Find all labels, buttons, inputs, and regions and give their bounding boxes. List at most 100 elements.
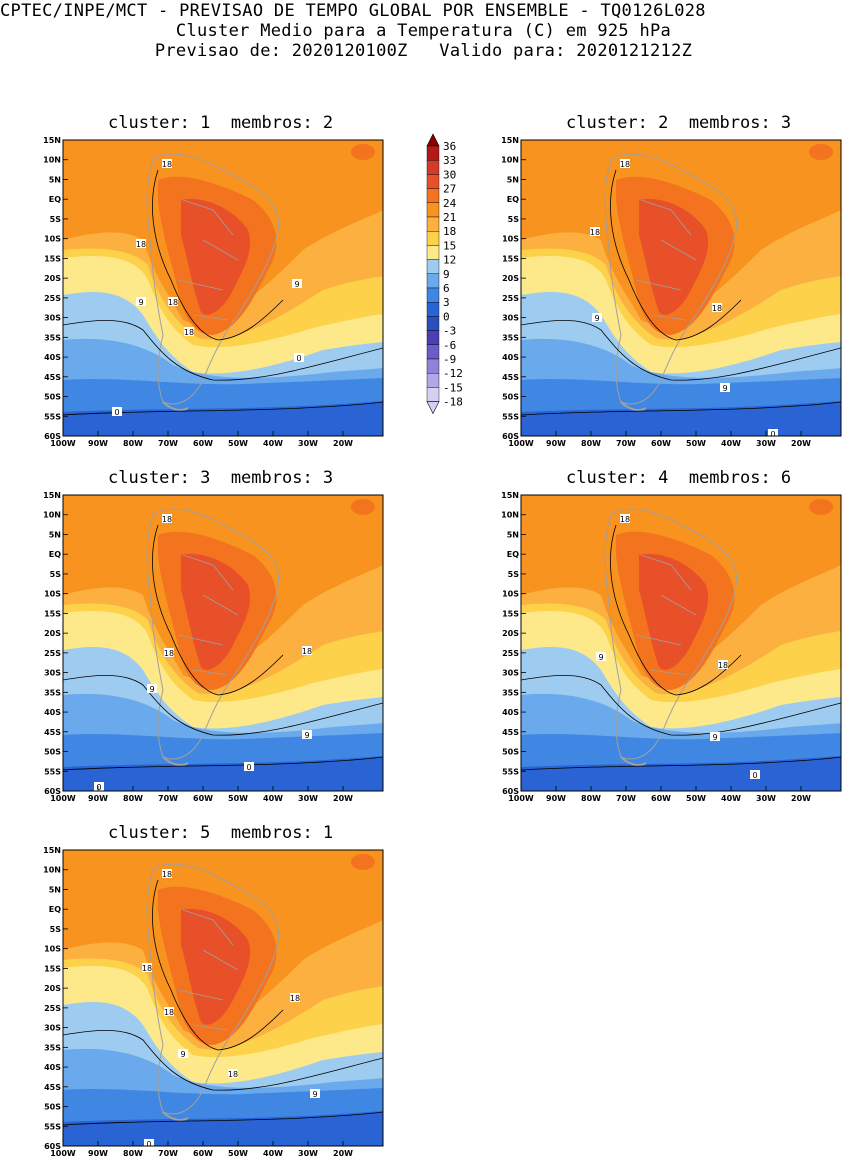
- coastline: [604, 508, 737, 760]
- lat-label: 15S: [44, 254, 61, 263]
- contour-label: 18: [228, 1069, 238, 1079]
- lat-label: 5N: [49, 530, 61, 539]
- lon-label: 60W: [193, 794, 213, 803]
- temperature-band: [181, 553, 251, 670]
- colorbar-label: -12: [443, 367, 463, 380]
- contour-label: 18: [302, 646, 312, 656]
- contour-label: 18: [290, 993, 300, 1003]
- lat-label: 50S: [44, 393, 61, 402]
- lat-label: 40S: [502, 708, 519, 717]
- lon-label: 50W: [228, 439, 248, 448]
- lat-label: 20S: [44, 984, 61, 993]
- colorbar-label: 3: [443, 296, 450, 309]
- map-panel-2: 18 18 18 9 9 0 15N 10N 5N EQ 5S 10S 15S 20S 25S 30S 35S 4…: [501, 136, 842, 448]
- lat-label: 30S: [44, 314, 61, 323]
- svg-text:0: 0: [114, 408, 119, 417]
- svg-text:18: 18: [718, 661, 728, 670]
- lat-label: 25S: [44, 1004, 61, 1013]
- svg-text:18: 18: [164, 649, 174, 658]
- map-frame: [62, 494, 384, 792]
- colorbar-label: 18: [443, 225, 456, 238]
- lat-label: 10S: [44, 945, 61, 954]
- colorbar-segment: [426, 358, 440, 374]
- lat-label: 60S: [502, 787, 519, 796]
- lat-label: 40S: [44, 1063, 61, 1072]
- lon-label: 40W: [263, 1149, 283, 1157]
- svg-text:0: 0: [770, 430, 775, 439]
- svg-text:9: 9: [312, 1090, 317, 1099]
- lat-label: 25S: [44, 294, 61, 303]
- lon-label: 60W: [193, 439, 213, 448]
- lat-label: 5S: [508, 570, 520, 579]
- panel-5-title: cluster: 5 membros: 1: [108, 823, 334, 843]
- lon-label: 60W: [193, 1149, 213, 1157]
- colorbar-label: -3: [443, 325, 456, 338]
- lat-label: 50S: [44, 748, 61, 757]
- colorbar-label: 9: [443, 268, 450, 281]
- svg-text:18: 18: [162, 160, 172, 169]
- svg-text:18: 18: [162, 870, 172, 879]
- lat-label: 35S: [44, 1043, 61, 1052]
- lat-label: EQ: [49, 905, 61, 914]
- lon-label: 80W: [123, 439, 143, 448]
- svg-text:9: 9: [149, 685, 154, 694]
- lat-label: 10S: [502, 235, 519, 244]
- lat-label: 45S: [44, 1083, 61, 1092]
- temperature-field-5: 18 18 18 18 18 9 9 0: [63, 850, 383, 1149]
- temperature-band: [351, 144, 375, 160]
- lat-label: 5N: [49, 175, 61, 184]
- lon-label: 90W: [88, 794, 108, 803]
- colorbar-segment: [426, 287, 440, 303]
- svg-text:18: 18: [620, 160, 630, 169]
- lon-label: 90W: [546, 794, 566, 803]
- lat-label: 55S: [44, 412, 61, 421]
- svg-text:18: 18: [142, 964, 152, 973]
- lat-label: 55S: [44, 767, 61, 776]
- lon-label: 80W: [581, 794, 601, 803]
- contour-line: [63, 1111, 383, 1126]
- colorbar-bottom-arrow: [426, 401, 440, 415]
- coastline: [146, 508, 279, 760]
- country-borders: [177, 554, 239, 676]
- map-frame: [62, 139, 384, 437]
- colorbar-segment: [426, 373, 440, 388]
- contour-label: 18: [184, 327, 194, 337]
- contour-line: [521, 674, 841, 736]
- svg-text:18: 18: [712, 304, 722, 313]
- svg-text:18: 18: [164, 1008, 174, 1017]
- svg-text:18: 18: [302, 647, 312, 656]
- lon-label: 100W: [50, 1149, 76, 1157]
- lat-label: 15S: [44, 964, 61, 973]
- contour-label: 18: [620, 159, 630, 169]
- lat-label: 5S: [50, 925, 62, 934]
- contour-label: 18: [162, 159, 172, 169]
- lat-label: 55S: [44, 1122, 61, 1131]
- lon-label: 20W: [333, 439, 353, 448]
- lat-label: 5S: [50, 570, 62, 579]
- lat-label: 10N: [501, 156, 519, 165]
- contour-label: 9: [178, 1049, 188, 1059]
- country-borders: [177, 199, 239, 321]
- svg-text:18: 18: [162, 515, 172, 524]
- svg-text:0: 0: [146, 1140, 151, 1149]
- lat-label: 45S: [502, 728, 519, 737]
- contour-line: [521, 319, 841, 381]
- lat-label: 5S: [508, 215, 520, 224]
- svg-text:18: 18: [228, 1070, 238, 1079]
- panel-3-title: cluster: 3 membros: 3: [108, 468, 334, 488]
- lat-label: 60S: [502, 432, 519, 441]
- panel-1-title: cluster: 1 membros: 2: [108, 113, 334, 133]
- lon-label: 100W: [50, 794, 76, 803]
- colorbar-label: 24: [443, 197, 457, 210]
- lat-label: 5N: [507, 530, 519, 539]
- lat-label: 45S: [44, 728, 61, 737]
- lat-label: 35S: [502, 688, 519, 697]
- lat-label: 35S: [44, 688, 61, 697]
- map-panel-4: 18 18 9 9 0 15N 10N 5N EQ 5S 10S 15S 20S 25S 30S 35S 40S…: [501, 491, 842, 803]
- colorbar-label: 33: [443, 154, 456, 167]
- lon-label: 20W: [791, 794, 811, 803]
- colorbar-label: 0: [443, 310, 450, 323]
- temperature-band: [181, 908, 251, 1025]
- coastline: [146, 153, 279, 405]
- lat-label: 40S: [44, 708, 61, 717]
